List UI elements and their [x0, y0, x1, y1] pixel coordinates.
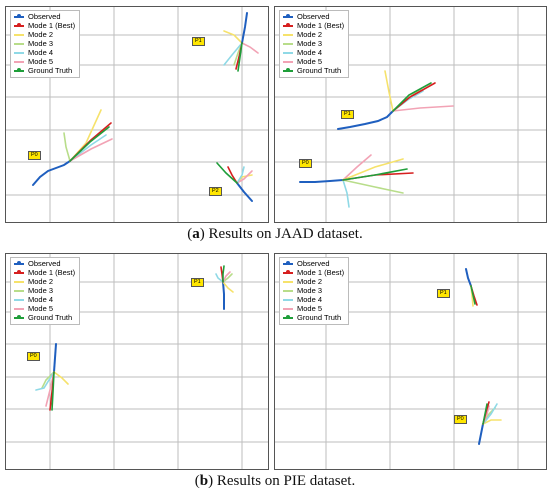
tag-p1: P1: [192, 37, 205, 46]
legend-item-mode2: Mode 2: [283, 30, 344, 39]
observed-p1: [222, 281, 225, 310]
mode5-p2: [236, 170, 253, 184]
legend-item-groundtruth: Ground Truth: [14, 313, 75, 322]
pie-panel-right: Observed Mode 1 (Best) Mode 2 Mode 3 Mod…: [274, 253, 547, 470]
mode5-p0: [69, 138, 113, 162]
mode5-p0: [342, 154, 372, 181]
tag-p1: P1: [341, 110, 354, 119]
mode5-p1: [222, 271, 231, 283]
trajectories-p0: [32, 109, 113, 186]
legend-item-mode2: Mode 2: [283, 277, 344, 286]
legend-item-mode4: Mode 4: [14, 295, 75, 304]
observed-p1: [241, 12, 248, 44]
legend-item-groundtruth: Ground Truth: [14, 66, 75, 75]
observed-p0: [32, 160, 71, 186]
mode2-p1: [222, 281, 234, 293]
legend-item-observed: Observed: [14, 259, 75, 268]
tag-p0: P0: [299, 159, 312, 168]
mode3-p1: [222, 273, 233, 283]
legend-item-mode1: Mode 1 (Best): [14, 21, 75, 30]
observed-p0: [53, 343, 57, 373]
caption-b: (b) Results on PIE dataset.: [194, 473, 356, 489]
groundtruth-p0: [482, 403, 488, 425]
legend-item-mode1: Mode 1 (Best): [283, 21, 344, 30]
tag-p0: P0: [27, 352, 40, 361]
groundtruth-p1: [470, 285, 476, 305]
trajectories-p1: [337, 70, 454, 130]
legend-item-mode3: Mode 3: [14, 286, 75, 295]
observed-p0: [299, 179, 344, 183]
legend-item-observed: Observed: [283, 12, 344, 21]
mode4-p0: [482, 403, 498, 425]
legend: Observed Mode 1 (Best) Mode 2 Mode 3 Mod…: [279, 10, 350, 78]
observed-p0: [478, 423, 484, 445]
trajectories-p2: [216, 162, 253, 202]
trajectories-p1: [223, 12, 259, 72]
mode2-p1: [223, 30, 243, 44]
tag-p2: P2: [209, 187, 222, 196]
groundtruth-p0: [51, 371, 55, 411]
tag-p1: P1: [437, 289, 450, 298]
mode2-p0: [482, 419, 502, 425]
mode3-p0: [63, 132, 71, 162]
jaad-panel-left: Observed Mode 1 (Best) Mode 2 Mode 3 Mod…: [5, 6, 269, 223]
legend-item-mode4: Mode 4: [283, 48, 344, 57]
groundtruth-p2: [216, 162, 238, 184]
legend-item-mode3: Mode 3: [14, 39, 75, 48]
mode3-p0: [41, 371, 55, 389]
trajectories-p0: [35, 343, 69, 411]
mode1-p2: [227, 166, 238, 184]
observed-p2: [236, 182, 253, 202]
legend-item-mode3: Mode 3: [283, 39, 344, 48]
caption-a: (a) Results on JAAD dataset.: [187, 226, 363, 242]
tag-p0: P0: [28, 151, 41, 160]
legend-item-groundtruth: Ground Truth: [283, 313, 344, 322]
legend-item-mode2: Mode 2: [14, 30, 75, 39]
trajectories-p0: [299, 154, 414, 208]
tag-p0: P0: [454, 415, 467, 424]
trajectories-p1: [215, 265, 234, 310]
mode5-p1: [392, 105, 454, 112]
legend-item-mode5: Mode 5: [14, 304, 75, 313]
pie-panel-left: Observed Mode 1 (Best) Mode 2 Mode 3 Mod…: [5, 253, 269, 470]
legend: Observed Mode 1 (Best) Mode 2 Mode 3 Mod…: [279, 257, 350, 325]
legend-item-mode3: Mode 3: [283, 286, 344, 295]
mode2-p0: [53, 371, 69, 385]
legend-item-mode5: Mode 5: [283, 304, 344, 313]
observed-p1: [465, 268, 472, 287]
trajectories-p0: [478, 401, 502, 445]
mode3-p0: [342, 179, 404, 194]
groundtruth-p0: [69, 126, 110, 162]
groundtruth-p1: [237, 42, 243, 72]
legend-item-mode1: Mode 1 (Best): [283, 268, 344, 277]
legend-item-mode4: Mode 4: [14, 48, 75, 57]
tag-p1: P1: [191, 278, 204, 287]
groundtruth-p1: [392, 82, 432, 112]
legend-item-observed: Observed: [14, 12, 75, 21]
groundtruth-p0: [342, 168, 408, 181]
mode2-p0: [342, 158, 404, 181]
groundtruth-p1: [222, 265, 225, 283]
legend-item-observed: Observed: [283, 259, 344, 268]
pie-left-plot: [6, 254, 268, 469]
legend-item-mode5: Mode 5: [14, 57, 75, 66]
trajectories-p1: [465, 268, 478, 307]
legend-item-groundtruth: Ground Truth: [283, 66, 344, 75]
mode4-p2: [236, 166, 245, 184]
mode4-p0: [342, 179, 350, 208]
legend-item-mode5: Mode 5: [283, 57, 344, 66]
legend: Observed Mode 1 (Best) Mode 2 Mode 3 Mod…: [10, 257, 81, 325]
legend-item-mode1: Mode 1 (Best): [14, 268, 75, 277]
mode4-p1: [223, 42, 243, 66]
jaad-panel-right: Observed Mode 1 (Best) Mode 2 Mode 3 Mod…: [274, 6, 547, 223]
legend: Observed Mode 1 (Best) Mode 2 Mode 3 Mod…: [10, 10, 81, 78]
mode5-p1: [241, 42, 259, 54]
legend-item-mode4: Mode 4: [283, 295, 344, 304]
mode4-p0: [35, 371, 55, 391]
legend-item-mode2: Mode 2: [14, 277, 75, 286]
observed-p1: [337, 110, 394, 130]
mode4-p1: [215, 273, 224, 283]
mode4-p0: [69, 134, 107, 162]
mode2-p1: [384, 70, 394, 112]
